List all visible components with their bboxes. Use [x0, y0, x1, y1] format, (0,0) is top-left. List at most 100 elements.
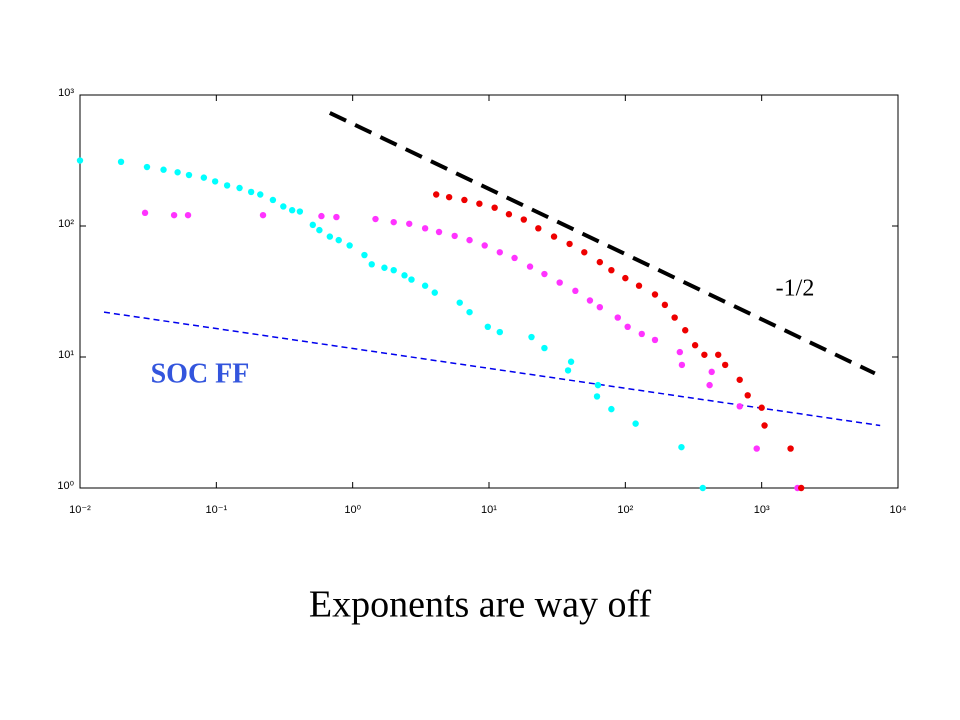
- point: [691, 342, 699, 349]
- point: [699, 484, 706, 492]
- point: [608, 405, 615, 413]
- point: [787, 445, 794, 452]
- point: [572, 287, 579, 295]
- slope-annotation: -1/2: [776, 276, 815, 302]
- point: [586, 297, 594, 304]
- point: [638, 330, 645, 338]
- point: [624, 323, 631, 331]
- y-tick-label: 10³: [58, 87, 74, 99]
- point: [316, 226, 323, 234]
- point: [259, 211, 267, 219]
- point: [511, 254, 518, 262]
- point: [421, 225, 429, 232]
- point: [682, 327, 689, 334]
- point: [160, 166, 167, 173]
- point: [761, 422, 768, 429]
- point: [76, 157, 84, 164]
- point: [678, 443, 685, 451]
- point: [593, 393, 601, 400]
- point: [632, 420, 639, 427]
- point: [526, 263, 534, 270]
- point: [622, 274, 629, 282]
- point: [445, 193, 453, 201]
- point: [174, 169, 181, 176]
- point: [481, 242, 488, 249]
- point: [651, 336, 659, 344]
- point: [257, 191, 264, 198]
- point: [520, 216, 528, 223]
- point: [401, 272, 408, 279]
- point: [614, 314, 621, 321]
- y-tick-label: 10²: [58, 218, 74, 230]
- point: [596, 303, 604, 311]
- point: [390, 218, 397, 226]
- point: [346, 242, 353, 249]
- point: [496, 328, 503, 336]
- point: [541, 344, 548, 352]
- point: [184, 211, 192, 219]
- x-tick-label: 10⁻²: [69, 504, 91, 516]
- point: [223, 182, 231, 189]
- x-tick-label: 10⁰: [344, 504, 361, 516]
- point: [753, 445, 760, 452]
- point: [318, 212, 325, 220]
- x-tick-label: 10¹: [481, 504, 497, 516]
- point: [736, 403, 743, 410]
- point: [456, 299, 463, 306]
- point: [451, 232, 458, 240]
- point: [185, 171, 193, 179]
- point: [594, 381, 602, 389]
- point: [335, 236, 342, 244]
- point: [708, 368, 715, 376]
- point: [706, 381, 713, 389]
- point: [466, 308, 473, 316]
- point: [651, 291, 659, 298]
- point: [528, 333, 535, 341]
- point: [421, 282, 429, 289]
- point: [247, 188, 255, 196]
- point: [736, 376, 743, 383]
- caption: Exponents are way off: [309, 584, 652, 626]
- point: [550, 233, 558, 240]
- reference-line: [328, 111, 876, 376]
- x-tick-label: 10⁻¹: [205, 504, 227, 516]
- point: [288, 207, 296, 214]
- point: [671, 314, 678, 321]
- point: [200, 174, 208, 181]
- x-tick-label: 10²: [617, 504, 633, 516]
- point: [466, 236, 473, 244]
- point: [701, 351, 708, 358]
- point: [296, 208, 304, 215]
- point: [326, 233, 334, 240]
- y-tick-label: 10⁰: [57, 480, 74, 492]
- point: [798, 484, 805, 492]
- point: [496, 249, 503, 256]
- point: [141, 209, 149, 217]
- point: [269, 196, 277, 204]
- point: [535, 225, 542, 232]
- point: [368, 261, 375, 268]
- point: [744, 392, 751, 399]
- point: [581, 249, 588, 256]
- x-tick-label: 10⁴: [890, 504, 907, 516]
- point: [333, 213, 340, 221]
- point: [309, 221, 316, 229]
- point: [433, 191, 440, 198]
- point: [661, 301, 669, 309]
- point: [372, 215, 379, 223]
- point: [721, 361, 729, 369]
- point: [381, 264, 388, 271]
- y-tick-label: 10¹: [58, 349, 74, 361]
- point: [541, 270, 548, 278]
- point: [556, 279, 563, 286]
- point: [280, 203, 287, 210]
- point: [676, 348, 684, 356]
- point: [566, 240, 573, 248]
- point: [564, 367, 572, 374]
- point: [715, 351, 722, 358]
- model-annotation: SOC FF: [151, 358, 250, 389]
- point: [117, 158, 125, 166]
- point: [406, 220, 413, 227]
- point: [505, 211, 513, 218]
